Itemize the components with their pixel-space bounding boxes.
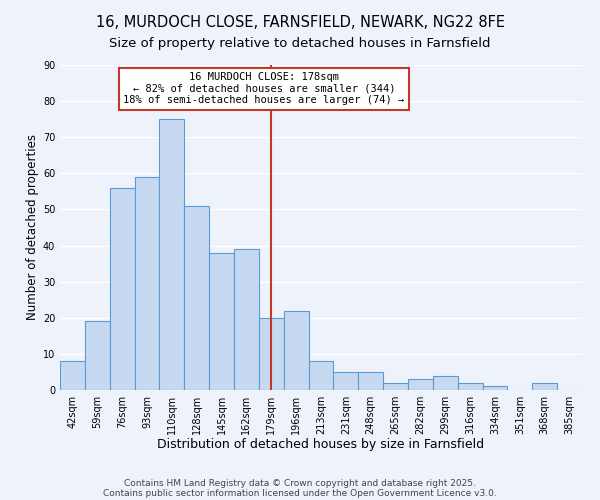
Text: 16, MURDOCH CLOSE, FARNSFIELD, NEWARK, NG22 8FE: 16, MURDOCH CLOSE, FARNSFIELD, NEWARK, N…	[95, 15, 505, 30]
Bar	[458, 383, 482, 390]
Bar	[482, 386, 508, 390]
Bar	[433, 376, 458, 390]
Bar	[110, 188, 134, 390]
Bar	[209, 253, 234, 390]
Text: Contains HM Land Registry data © Crown copyright and database right 2025.: Contains HM Land Registry data © Crown c…	[124, 478, 476, 488]
X-axis label: Distribution of detached houses by size in Farnsfield: Distribution of detached houses by size …	[157, 438, 485, 452]
Bar	[383, 383, 408, 390]
Bar	[308, 361, 334, 390]
Bar	[85, 322, 110, 390]
Text: Size of property relative to detached houses in Farnsfield: Size of property relative to detached ho…	[109, 38, 491, 51]
Bar	[259, 318, 284, 390]
Y-axis label: Number of detached properties: Number of detached properties	[26, 134, 38, 320]
Bar	[60, 361, 85, 390]
Bar	[134, 177, 160, 390]
Bar	[160, 119, 184, 390]
Bar	[358, 372, 383, 390]
Text: Contains public sector information licensed under the Open Government Licence v3: Contains public sector information licen…	[103, 488, 497, 498]
Text: 16 MURDOCH CLOSE: 178sqm
← 82% of detached houses are smaller (344)
18% of semi-: 16 MURDOCH CLOSE: 178sqm ← 82% of detach…	[123, 72, 404, 106]
Bar	[334, 372, 358, 390]
Bar	[408, 379, 433, 390]
Bar	[284, 310, 308, 390]
Bar	[184, 206, 209, 390]
Bar	[234, 249, 259, 390]
Bar	[532, 383, 557, 390]
